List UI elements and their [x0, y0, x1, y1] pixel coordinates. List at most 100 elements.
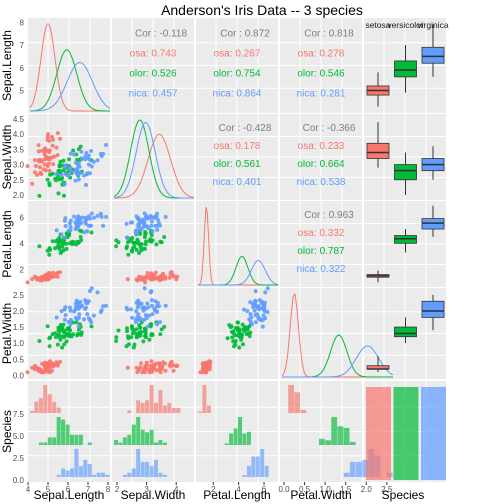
histogram-bar-versicolor [145, 432, 150, 445]
histogram-bar-versicolor [224, 443, 229, 445]
scatter-point [253, 313, 258, 318]
scatter-point [82, 173, 86, 178]
panel-r2-c3 [196, 114, 278, 200]
histogram-bar-versicolor [238, 417, 242, 445]
scatter-point [241, 342, 245, 347]
scatter-point [235, 320, 240, 325]
scatter-point [79, 304, 84, 309]
scatter-point [62, 342, 67, 347]
scatter-point [89, 164, 94, 169]
scatter-point [135, 315, 140, 320]
scatter-point [130, 315, 135, 320]
x-axis-title: Petal.Width [290, 488, 351, 502]
scatter-point [91, 215, 96, 220]
histogram-bar-versicolor [242, 433, 247, 445]
y-axis-title: Petal.Length [0, 210, 14, 277]
histogram-bar-versicolor [118, 442, 123, 445]
scatter-point [57, 168, 62, 173]
species-strip-label: virginica [417, 20, 448, 30]
y-tick-label: 8 [20, 18, 25, 27]
histogram-bar-virginica [87, 464, 92, 477]
scatter-point [163, 276, 168, 281]
scatter-point [135, 278, 140, 283]
corr-setosa: osa: 0.743 [130, 48, 177, 59]
scatter-point [126, 334, 130, 339]
histogram-bar-virginica [74, 449, 79, 477]
scatter-point [125, 277, 130, 282]
scatter-point [47, 181, 52, 186]
scatter-point [157, 304, 161, 309]
histogram-bar-setosa [38, 398, 43, 413]
scatter-point [149, 289, 154, 294]
histogram-bar-versicolor [331, 417, 338, 445]
scatter-point [233, 333, 237, 338]
scatter-point [50, 143, 55, 148]
species-bar-virginica [421, 387, 446, 480]
scatter-point [134, 309, 139, 314]
scatter-point [68, 241, 73, 246]
scatter-point [63, 224, 68, 228]
scatter-point [138, 325, 143, 330]
scatter-point [82, 230, 86, 235]
scatter-point [153, 270, 158, 275]
histogram-bar-setosa [158, 390, 163, 413]
scatter-point [104, 143, 109, 147]
scatter-point [39, 159, 44, 164]
scatter-point [126, 240, 130, 245]
histogram-bar-virginica [242, 475, 247, 477]
scatter-point [155, 227, 160, 232]
scatter-point [139, 248, 144, 253]
density-line-virginica [30, 61, 111, 112]
histogram-bar-versicolor [122, 437, 127, 445]
scatter-point [125, 329, 130, 334]
scatter-point [33, 365, 38, 370]
density-line-versicolor [30, 49, 110, 112]
y-tick-label: 2.5 [13, 291, 25, 300]
x-tick-label: 4 [236, 485, 241, 494]
scatter-point [248, 312, 253, 317]
scatter-point [146, 305, 151, 310]
scatter-point [155, 301, 160, 305]
corr-overall: Cor : 0.872 [220, 28, 270, 39]
scatter-point [253, 298, 258, 303]
scatter-point [104, 303, 109, 308]
histogram-bar-virginica [127, 472, 132, 477]
x-tick-label: 4 [26, 485, 31, 494]
y-tick-label: 3.0 [13, 161, 25, 170]
scatter-point [59, 309, 64, 314]
scatter-point [79, 157, 84, 161]
scatter-point [71, 148, 76, 153]
species-strip-label: versicolor [387, 20, 424, 30]
corr-overall: Cor : 0.818 [304, 28, 354, 39]
histogram-bar-virginica [162, 474, 167, 477]
scatter-point [154, 242, 159, 247]
scatter-point [84, 183, 88, 187]
scatter-point [263, 290, 268, 295]
histogram-bar-versicolor [162, 442, 167, 445]
scatter-point [138, 333, 143, 338]
scatter-point [260, 324, 265, 329]
scatter-point [57, 245, 62, 249]
scatter-point [233, 339, 238, 343]
scatter-point [36, 149, 41, 154]
y-tick-label: 4.5 [13, 115, 25, 124]
species-bar-setosa [366, 387, 391, 480]
scatter-point [124, 221, 129, 226]
x-tick-label: 6 [66, 485, 71, 494]
scatter-point [125, 235, 130, 240]
scatter-point [130, 236, 135, 240]
scatter-point [137, 251, 142, 255]
scatter-point [126, 342, 131, 347]
histogram-bar-virginica [251, 456, 256, 477]
histogram-bar-setosa [198, 411, 202, 413]
scatter-point [53, 246, 58, 251]
scatter-point [158, 332, 163, 337]
scatter-point [98, 211, 103, 216]
panel-r3-c3 [196, 201, 278, 287]
scatter-point [76, 177, 81, 182]
scatter-point [152, 306, 157, 311]
scatter-point [156, 361, 161, 366]
histogram-bar-setosa [294, 392, 301, 413]
